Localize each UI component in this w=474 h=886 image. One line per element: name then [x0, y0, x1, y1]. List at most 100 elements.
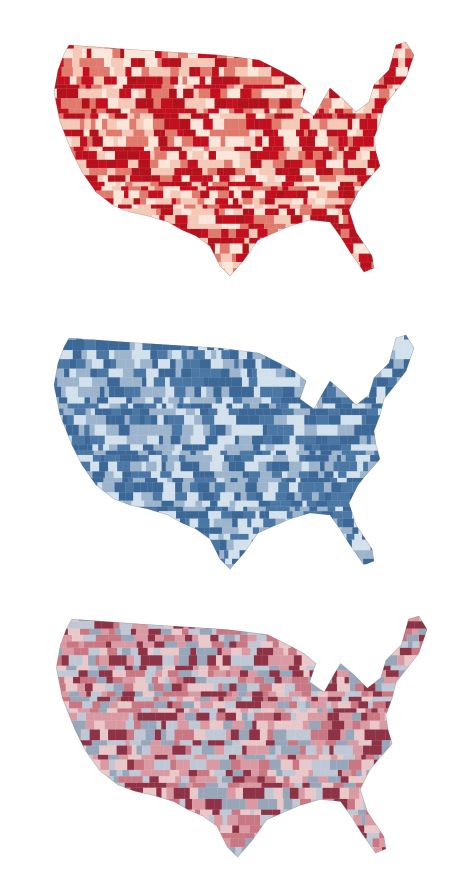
- county: [194, 527, 205, 535]
- county: [258, 533, 271, 541]
- county: [328, 444, 342, 452]
- county: [147, 435, 160, 445]
- county: [187, 214, 200, 225]
- county: [371, 57, 379, 68]
- county: [371, 113, 379, 120]
- county: [268, 267, 281, 276]
- county: [175, 506, 184, 512]
- county: [310, 846, 323, 858]
- county: [107, 665, 116, 671]
- county: [226, 787, 237, 800]
- county: [229, 454, 235, 463]
- county: [92, 683, 106, 692]
- county: [324, 223, 338, 230]
- county: [173, 558, 180, 565]
- county: [373, 175, 386, 183]
- county: [308, 769, 314, 777]
- county: [365, 450, 375, 456]
- county: [121, 129, 134, 137]
- county: [383, 136, 395, 148]
- county: [206, 676, 220, 684]
- county: [73, 198, 80, 205]
- county: [393, 838, 401, 848]
- county: [256, 368, 270, 378]
- county: [208, 228, 222, 239]
- county: [60, 339, 73, 351]
- county: [168, 223, 180, 230]
- county: [351, 665, 365, 671]
- county: [305, 616, 315, 622]
- county: [183, 477, 195, 483]
- county: [194, 832, 206, 839]
- county: [396, 506, 402, 512]
- county: [315, 435, 323, 445]
- county: [288, 701, 298, 709]
- county: [239, 670, 249, 678]
- county: [191, 267, 202, 276]
- county: [375, 683, 383, 692]
- county: [56, 769, 61, 777]
- county: [163, 745, 173, 756]
- county: [78, 204, 86, 210]
- county: [63, 186, 69, 191]
- county: [404, 275, 410, 276]
- county: [90, 208, 100, 216]
- county: [247, 477, 259, 483]
- county: [185, 641, 200, 649]
- county: [405, 745, 418, 756]
- county: [317, 832, 331, 839]
- county: [420, 740, 428, 746]
- county: [145, 729, 156, 741]
- county: [402, 76, 414, 86]
- county: [411, 450, 414, 456]
- county: [402, 198, 413, 205]
- county: [180, 159, 188, 169]
- county: [59, 745, 70, 756]
- county: [229, 243, 243, 255]
- county: [189, 518, 199, 528]
- county: [94, 825, 108, 834]
- county: [222, 471, 231, 479]
- county: [54, 335, 61, 341]
- county: [169, 550, 180, 560]
- county: [90, 782, 105, 789]
- county: [128, 237, 143, 245]
- county: [87, 655, 96, 667]
- county: [133, 368, 147, 378]
- county: [62, 500, 69, 508]
- county: [164, 214, 176, 225]
- county: [150, 616, 161, 622]
- county: [336, 558, 344, 565]
- county: [46, 760, 51, 771]
- county: [129, 424, 138, 437]
- county: [89, 223, 102, 230]
- county: [65, 683, 72, 692]
- county: [409, 186, 414, 191]
- county: [308, 84, 315, 90]
- county: [130, 798, 143, 811]
- county: [122, 471, 132, 479]
- county: [181, 167, 186, 176]
- county: [335, 204, 345, 210]
- county: [248, 243, 258, 255]
- county: [333, 228, 342, 239]
- county: [139, 414, 146, 426]
- county: [211, 616, 224, 622]
- county: [142, 349, 151, 360]
- county: [283, 527, 297, 535]
- county: [228, 461, 237, 472]
- county: [44, 224, 50, 229]
- county: [367, 471, 375, 479]
- county: [256, 647, 263, 656]
- county: [91, 809, 104, 816]
- county: [58, 167, 67, 176]
- county: [141, 754, 156, 761]
- county: [333, 527, 342, 535]
- county: [294, 386, 307, 398]
- county: [145, 558, 159, 565]
- county: [212, 454, 225, 463]
- county: [150, 745, 164, 756]
- county: [55, 550, 65, 560]
- county: [312, 129, 318, 137]
- county: [268, 98, 280, 110]
